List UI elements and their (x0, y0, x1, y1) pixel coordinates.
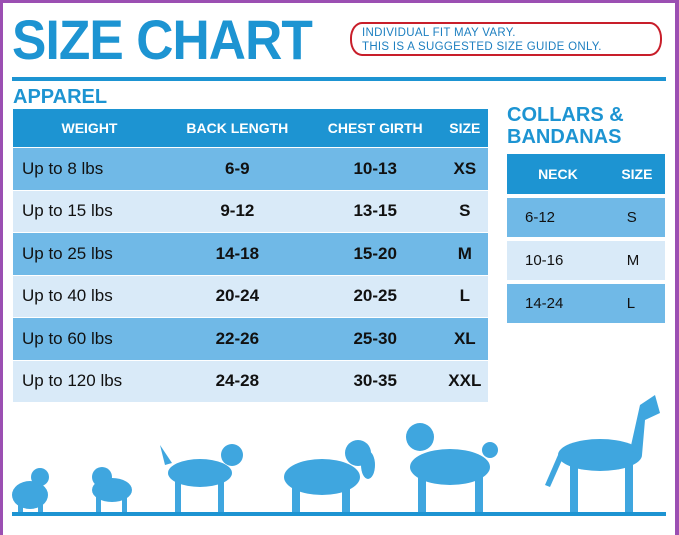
collars-heading-line-2: BANDANAS (507, 126, 622, 148)
ground-line (12, 512, 666, 516)
table-cell: 14-18 (165, 232, 309, 275)
table-cell: 20-25 (308, 274, 442, 317)
table-cell: 6-9 (165, 147, 309, 190)
table-row: Up to 15 lbs 9-12 13-15 S (13, 189, 488, 232)
column-header: SIZE (441, 109, 488, 147)
pomeranian-silhouette (12, 468, 49, 512)
collars-table: NECK SIZE 6-12 S 10-16 M 14-24 L (507, 150, 665, 327)
table-cell: 9-12 (165, 189, 309, 232)
collars-heading: COLLARS & BANDANAS (507, 104, 624, 148)
table-cell: S (441, 189, 488, 232)
page-title: SIZE CHART (12, 8, 313, 71)
table-cell: 20-24 (165, 274, 309, 317)
table-cell: Up to 25 lbs (13, 232, 166, 275)
pug-silhouette (92, 467, 132, 512)
table-cell: S (608, 198, 665, 237)
table-cell: Up to 15 lbs (13, 189, 166, 232)
fit-notice: INDIVIDUAL FIT MAY VARY. THIS IS A SUGGE… (350, 22, 662, 56)
table-cell: 13-15 (308, 189, 442, 232)
dog-silhouettes-illustration (12, 395, 666, 516)
mixed-breed-silhouette (406, 423, 498, 512)
column-header: CHEST GIRTH (308, 109, 442, 147)
table-cell: Up to 120 lbs (13, 359, 166, 402)
table-row: Up to 25 lbs 14-18 15-20 M (13, 232, 488, 275)
table-cell: 14-24 (507, 284, 609, 323)
table-cell: L (441, 274, 488, 317)
apparel-table: WEIGHT BACK LENGTH CHEST GIRTH SIZE Up to 8… (13, 109, 488, 402)
table-cell: 25-30 (308, 317, 442, 360)
table-row: Up to 60 lbs 22-26 25-30 XL (13, 317, 488, 360)
notice-line-2: THIS IS A SUGGESTED SIZE GUIDE ONLY. (362, 41, 602, 53)
table-row: 6-12 S (507, 198, 665, 237)
title-divider (12, 77, 666, 81)
table-cell: Up to 60 lbs (13, 317, 166, 360)
column-header: BACK LENGTH (165, 109, 309, 147)
column-header: SIZE (608, 154, 665, 194)
table-cell: 24-28 (165, 359, 309, 402)
collars-heading-line-1: COLLARS & (507, 104, 624, 126)
table-cell: M (608, 241, 665, 280)
table-cell: XL (441, 317, 488, 360)
apparel-heading: APPAREL (13, 86, 108, 108)
table-row: 14-24 L (507, 284, 665, 323)
notice-line-1: INDIVIDUAL FIT MAY VARY. (362, 27, 516, 39)
table-cell: XXL (441, 359, 488, 402)
table-cell: 6-12 (507, 198, 609, 237)
beagle-silhouette (160, 444, 243, 512)
table-row: Up to 120 lbs 24-28 30-35 XXL (13, 359, 488, 402)
column-header: WEIGHT (13, 109, 166, 147)
table-cell: Up to 40 lbs (13, 274, 166, 317)
table-cell: XS (441, 147, 488, 190)
table-row: Up to 40 lbs 20-24 20-25 L (13, 274, 488, 317)
table-cell: L (608, 284, 665, 323)
table-row: 10-16 M (507, 241, 665, 280)
table-cell: 30-35 (308, 359, 442, 402)
column-header: NECK (507, 154, 609, 194)
table-cell: 22-26 (165, 317, 309, 360)
table-cell: Up to 8 lbs (13, 147, 166, 190)
table-row: Up to 8 lbs 6-9 10-13 XS (13, 147, 488, 190)
table-cell: 10-13 (308, 147, 442, 190)
table-cell: 15-20 (308, 232, 442, 275)
spaniel-silhouette (284, 440, 375, 512)
great-dane-silhouette (545, 395, 660, 512)
table-cell: 10-16 (507, 241, 609, 280)
table-cell: M (441, 232, 488, 275)
